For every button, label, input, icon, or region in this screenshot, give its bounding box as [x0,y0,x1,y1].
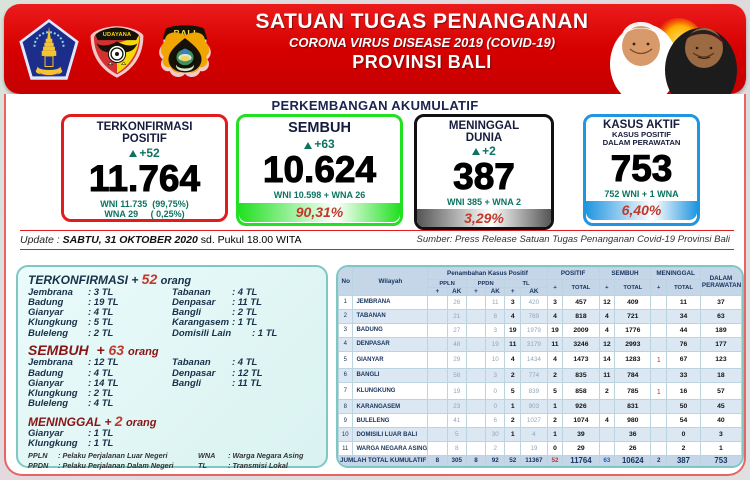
svg-text:UDAYANA: UDAYANA [103,32,131,38]
